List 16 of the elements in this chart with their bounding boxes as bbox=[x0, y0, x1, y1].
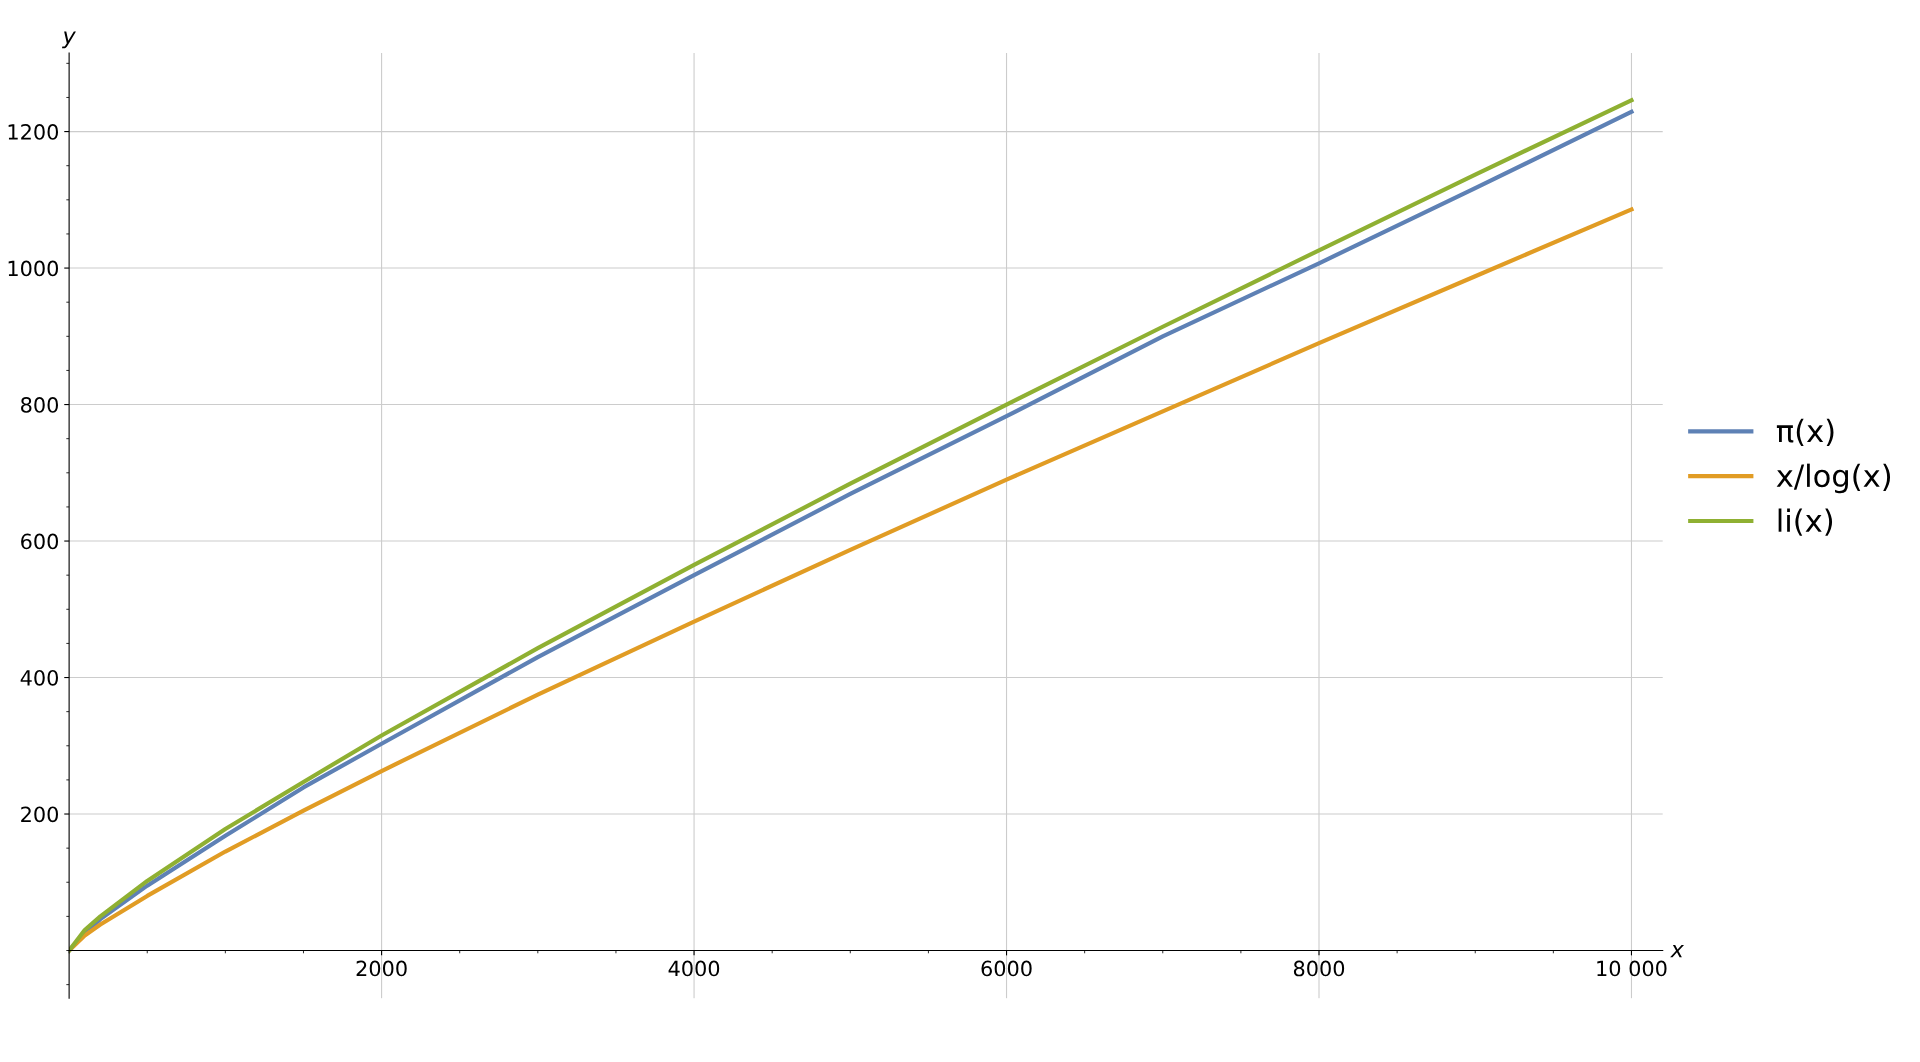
y-axis-title: y bbox=[61, 31, 76, 49]
legend-label: x/log(x) bbox=[1776, 463, 1891, 494]
x-tick-label: 10 000 bbox=[1597, 960, 1667, 977]
x-axis-title: x bbox=[1670, 945, 1685, 958]
x-tick-label: 8000 bbox=[1293, 960, 1345, 977]
y-tick-label: 600 bbox=[21, 533, 59, 550]
y-tick-label: 800 bbox=[21, 397, 59, 413]
y-tick-label: 1200 bbox=[8, 124, 59, 140]
x-tick-label: 4000 bbox=[668, 960, 720, 977]
y-tick-label: 1000 bbox=[8, 260, 59, 277]
legend-label: π(x) bbox=[1776, 418, 1834, 447]
y-tick-label: 400 bbox=[20, 669, 59, 686]
y-tick-label: 200 bbox=[21, 806, 59, 823]
x-tick-label: 2000 bbox=[356, 960, 407, 977]
x-tick-label: 6000 bbox=[981, 960, 1032, 977]
legend-label: li(x) bbox=[1778, 508, 1833, 536]
